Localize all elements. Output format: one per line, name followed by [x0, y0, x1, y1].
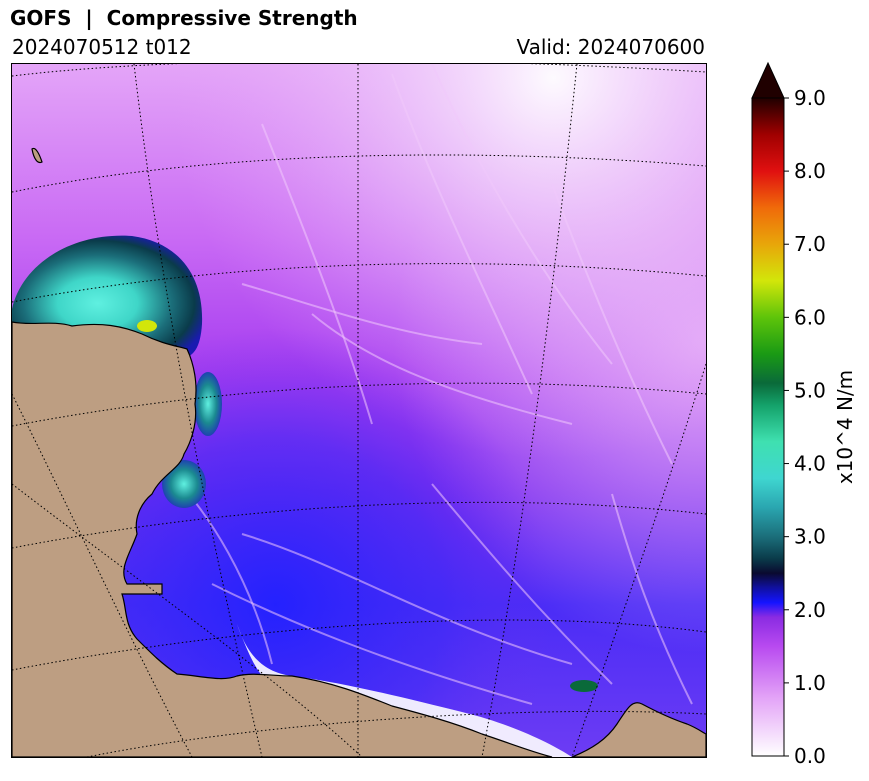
colorbar-extend-arrow [751, 61, 785, 99]
graticule [12, 64, 706, 757]
colorbar-svg: 0.0 1.0 2.0 3.0 4.0 5.0 6.0 7.0 8.0 9.0 x10^4 N/m [751, 61, 857, 768]
colorbar-tick-label: 7.0 [794, 232, 826, 256]
colorbar-ticks: 0.0 1.0 2.0 3.0 4.0 5.0 6.0 7.0 8.0 9.0 [784, 86, 826, 768]
colorbar-tick-label: 3.0 [794, 525, 826, 549]
fast-ice-fringe [237, 624, 572, 757]
coastal-ridge-patch [162, 460, 206, 508]
colorbar-tick-label: 1.0 [794, 671, 826, 695]
ridge-spot [570, 680, 598, 692]
colorbar-tick-label: 8.0 [794, 159, 826, 183]
colorbar: 0.0 1.0 2.0 3.0 4.0 5.0 6.0 7.0 8.0 9.0 x10^4 N/m [740, 56, 869, 781]
colorbar-tick-label: 9.0 [794, 86, 826, 110]
ice-leads [161, 64, 693, 705]
peak-strength-spot [137, 320, 157, 332]
map-title: GOFS | Compressive Strength [10, 6, 358, 30]
land-mass [12, 147, 706, 757]
colorbar-tick-label: 4.0 [794, 452, 826, 476]
coastal-ridge-patch [194, 372, 222, 436]
colorbar-tick-label: 2.0 [794, 598, 826, 622]
colorbar-tick-label: 0.0 [794, 744, 826, 768]
run-label: 2024070512 t012 [12, 35, 192, 59]
map-panel [11, 63, 707, 758]
colorbar-tick-label: 5.0 [794, 378, 826, 402]
colorbar-ramp [751, 97, 785, 757]
map-canvas [12, 64, 706, 757]
colorbar-tick-label: 6.0 [794, 305, 826, 329]
valid-label: Valid: 2024070600 [516, 35, 705, 59]
colorbar-label: x10^4 N/m [833, 370, 857, 484]
